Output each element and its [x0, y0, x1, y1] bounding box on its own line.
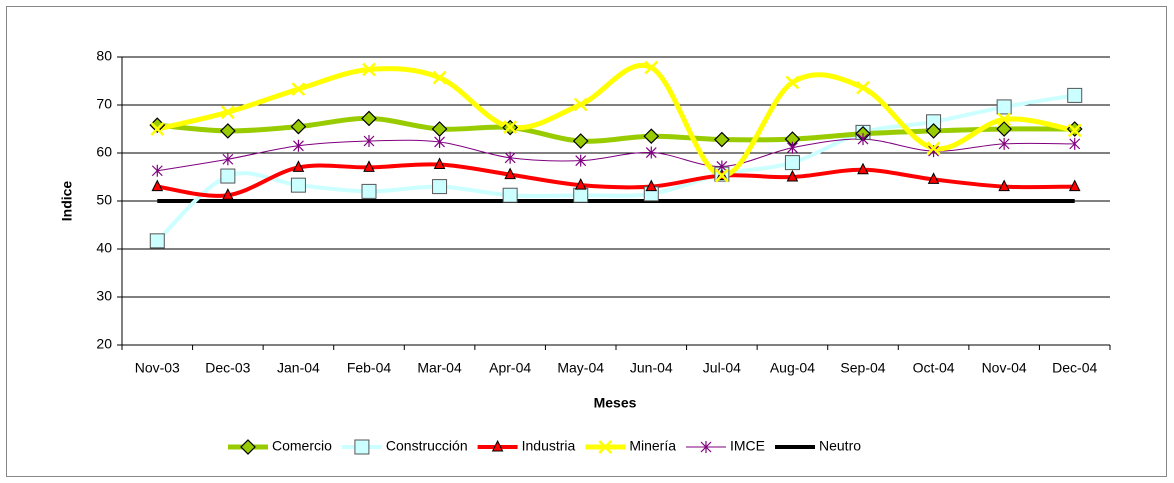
marker — [856, 80, 870, 95]
marker — [362, 62, 376, 77]
marker — [491, 439, 504, 452]
legend-label: Construcción — [386, 438, 468, 454]
marker — [714, 131, 730, 148]
marker — [149, 233, 165, 249]
legend-label: Minería — [629, 438, 676, 454]
marker — [293, 139, 304, 152]
marker — [997, 112, 1012, 127]
marker — [222, 153, 234, 166]
x-tick-label: Jul-04 — [703, 360, 741, 376]
marker — [150, 122, 165, 136]
marker — [432, 70, 447, 85]
marker — [1069, 137, 1081, 150]
legend-label: Industria — [522, 438, 576, 454]
y-tick-label: 60 — [96, 144, 112, 160]
x-tick-label: Nov-03 — [135, 360, 180, 376]
y-tick-label: 80 — [96, 48, 112, 64]
marker — [784, 155, 800, 171]
marker — [572, 133, 589, 149]
marker — [575, 154, 587, 167]
marker — [716, 160, 728, 173]
legend-label: Comercio — [272, 438, 332, 454]
marker — [645, 179, 658, 192]
chart-border — [6, 6, 1167, 477]
series-line — [156, 162, 1075, 198]
x-tick-label: Jun-04 — [630, 360, 673, 376]
marker — [927, 172, 940, 184]
x-tick-label: Dec-04 — [1052, 360, 1097, 376]
y-tick-label: 20 — [96, 336, 112, 352]
marker — [292, 160, 305, 172]
marker — [1068, 179, 1081, 192]
marker — [290, 177, 306, 193]
marker — [502, 187, 518, 203]
marker — [151, 179, 164, 192]
y-tick-label: 50 — [96, 192, 112, 208]
legend-label: Neutro — [819, 438, 861, 454]
marker — [240, 439, 256, 455]
marker — [363, 160, 375, 172]
marker — [290, 118, 307, 135]
x-tick-label: Feb-04 — [347, 360, 392, 376]
marker — [926, 141, 941, 156]
x-tick-label: Oct-04 — [913, 360, 955, 376]
marker — [857, 133, 869, 146]
marker — [433, 157, 446, 170]
marker — [222, 188, 234, 200]
marker — [1067, 87, 1083, 103]
x-tick-label: Aug-04 — [770, 360, 815, 376]
x-tick-label: Nov-04 — [982, 360, 1027, 376]
marker — [354, 439, 370, 455]
marker — [363, 135, 375, 147]
marker — [998, 179, 1010, 192]
y-tick-label: 40 — [96, 240, 112, 256]
marker — [714, 168, 729, 183]
marker — [574, 178, 587, 190]
marker — [644, 60, 659, 75]
marker — [291, 82, 306, 97]
marker — [925, 123, 942, 139]
marker — [787, 141, 798, 154]
x-tick-label: Dec-03 — [205, 360, 250, 376]
marker — [220, 168, 236, 184]
marker — [504, 151, 516, 164]
x-tick-label: May-04 — [557, 360, 604, 376]
x-tick-label: Sep-04 — [840, 360, 885, 376]
marker — [434, 135, 445, 148]
marker — [996, 99, 1012, 115]
x-tick-label: Jan-04 — [277, 360, 320, 376]
marker — [785, 75, 800, 90]
marker — [645, 146, 657, 159]
marker — [503, 120, 518, 134]
y-tick-label: 30 — [96, 288, 112, 304]
marker — [996, 121, 1012, 137]
marker — [1067, 123, 1082, 138]
marker — [504, 167, 516, 180]
marker — [598, 440, 613, 454]
marker — [432, 179, 448, 195]
marker — [700, 441, 712, 453]
marker — [220, 105, 235, 120]
marker — [220, 123, 236, 139]
marker — [361, 183, 377, 199]
x-tick-label: Apr-04 — [489, 360, 531, 376]
x-tick-label: Mar-04 — [417, 360, 462, 376]
legend-label: IMCE — [730, 438, 765, 454]
series-line — [156, 62, 1076, 179]
marker — [151, 164, 163, 177]
marker — [643, 128, 660, 145]
marker — [786, 169, 799, 182]
marker — [573, 97, 588, 112]
marker — [573, 187, 589, 203]
series-line — [157, 138, 1075, 172]
marker — [361, 110, 377, 127]
marker — [857, 162, 869, 175]
marker — [998, 137, 1010, 150]
y-tick-label: 70 — [96, 96, 112, 112]
x-axis-title: Meses — [594, 395, 637, 411]
y-axis-title: Indice — [59, 181, 75, 222]
